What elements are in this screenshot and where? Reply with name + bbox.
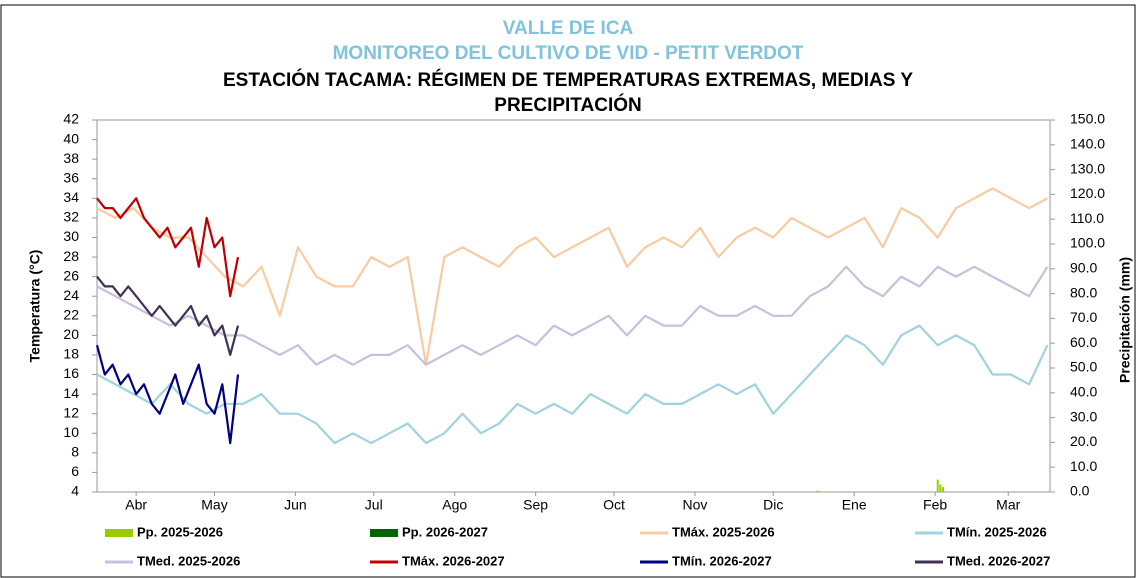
legend-label: TMed. 2026-2027 bbox=[947, 553, 1050, 568]
y2-tick-label: 10.0 bbox=[1070, 458, 1097, 474]
title-2: MONITOREO DEL CULTIVO DE VID - PETIT VER… bbox=[332, 43, 804, 64]
series-line bbox=[96, 187, 1048, 366]
y-tick-label: 20 bbox=[63, 326, 79, 342]
legend-label: TMed. 2025-2026 bbox=[137, 553, 240, 568]
y-tick-label: 12 bbox=[63, 404, 79, 420]
y2-tick-label: 20.0 bbox=[1070, 433, 1097, 449]
y2-tick-label: 80.0 bbox=[1070, 284, 1097, 300]
series-line bbox=[95, 344, 240, 445]
y2-tick-label: 30.0 bbox=[1070, 408, 1097, 424]
y-tick-label: 40 bbox=[63, 130, 79, 146]
chart-title: ESTACIÓN TACAMA: RÉGIMEN DE TEMPERATURAS… bbox=[222, 70, 913, 116]
legend-label: TMáx. 2025-2026 bbox=[672, 524, 775, 539]
x-tick-label: Ago bbox=[442, 497, 467, 513]
x-tick-label: Jun bbox=[284, 497, 307, 513]
y2-tick-label: 0.0 bbox=[1070, 483, 1090, 499]
x-tick-label: Oct bbox=[603, 497, 625, 513]
legend-label: TMáx. 2026-2027 bbox=[402, 553, 505, 568]
y-tick-label: 36 bbox=[63, 169, 79, 185]
y-tick-label: 10 bbox=[63, 424, 79, 440]
y-tick-label: 42 bbox=[63, 111, 79, 127]
y-tick-label: 26 bbox=[63, 267, 79, 283]
y-tick-label: 4 bbox=[71, 483, 79, 499]
y2-tick-label: 130.0 bbox=[1070, 160, 1105, 176]
series-line bbox=[96, 197, 240, 298]
y-tick-label: 14 bbox=[63, 385, 79, 401]
y2-tick-label: 150.0 bbox=[1070, 111, 1105, 127]
x-tick-label: Sep bbox=[523, 497, 548, 513]
series-line bbox=[96, 275, 240, 356]
y-tick-label: 24 bbox=[63, 287, 79, 303]
title-1: VALLE DE ICA bbox=[502, 18, 634, 39]
y2-tick-label: 50.0 bbox=[1070, 359, 1097, 375]
x-tick-label: May bbox=[201, 497, 227, 513]
x-tick-label: Nov bbox=[682, 497, 707, 513]
series-line bbox=[96, 324, 1049, 445]
y-tick-label: 30 bbox=[63, 228, 79, 244]
x-tick-label: Ene bbox=[842, 497, 867, 513]
y2-tick-label: 120.0 bbox=[1070, 185, 1105, 201]
y-axis-label: Temperatura (°C) bbox=[27, 250, 43, 363]
y-tick-label: 38 bbox=[63, 150, 79, 166]
plot-area bbox=[96, 119, 1051, 493]
legend-label: TMín. 2026-2027 bbox=[672, 553, 772, 568]
y-tick-label: 34 bbox=[63, 189, 79, 205]
x-tick-label: Mar bbox=[996, 497, 1020, 513]
x-tick-label: Jul bbox=[365, 497, 383, 513]
y2-tick-label: 70.0 bbox=[1070, 309, 1097, 325]
y2-tick-label: 90.0 bbox=[1070, 260, 1097, 276]
series-line bbox=[96, 265, 1049, 366]
precip-bar bbox=[941, 487, 944, 492]
legend-label: Pp. 2026-2027 bbox=[402, 524, 488, 539]
y-tick-label: 28 bbox=[63, 248, 79, 264]
y2-tick-label: 60.0 bbox=[1070, 334, 1097, 350]
y-tick-label: 8 bbox=[71, 444, 79, 460]
precip-bar bbox=[936, 479, 939, 492]
legend-swatch bbox=[370, 529, 398, 537]
y-tick-label: 18 bbox=[63, 346, 79, 362]
legend-label: Pp. 2025-2026 bbox=[137, 524, 223, 539]
legend-label: TMín. 2025-2026 bbox=[947, 524, 1047, 539]
x-tick-label: Feb bbox=[923, 497, 947, 513]
x-tick-label: Dic bbox=[763, 497, 783, 513]
precip-bar bbox=[939, 484, 942, 492]
y2-axis-label: Precipitación (mm) bbox=[1117, 257, 1133, 383]
y-tick-label: 32 bbox=[63, 209, 79, 225]
y-tick-label: 6 bbox=[71, 463, 79, 479]
y2-tick-label: 110.0 bbox=[1070, 210, 1104, 226]
precip-bar bbox=[816, 490, 819, 492]
frame bbox=[0, 4, 1136, 578]
y2-tick-label: 140.0 bbox=[1070, 136, 1105, 152]
y-tick-label: 16 bbox=[63, 365, 79, 381]
y2-tick-label: 40.0 bbox=[1070, 384, 1097, 400]
y2-tick-label: 100.0 bbox=[1070, 235, 1105, 251]
legend-swatch bbox=[105, 529, 133, 537]
y-tick-label: 22 bbox=[63, 306, 79, 322]
x-tick-label: Abr bbox=[125, 497, 147, 513]
